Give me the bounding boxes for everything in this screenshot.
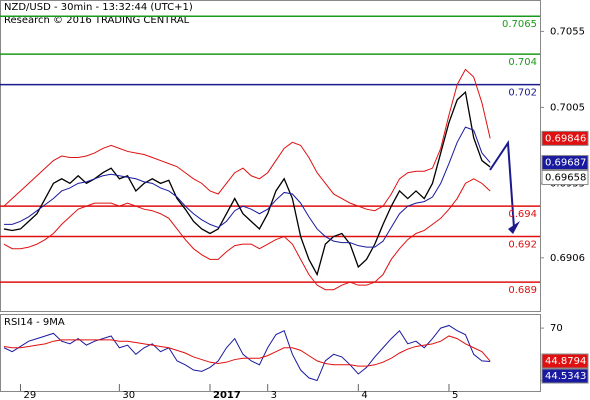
price-box-label: 44.5343 [545, 371, 586, 382]
series-line [3, 90, 491, 277]
price-box-label: 0.69658 [545, 173, 586, 184]
price-box-label: 0.69687 [545, 158, 586, 169]
x-tick-label: 4 [361, 390, 367, 400]
chart-subtitle: Research © 2016 TRADING CENTRAL [4, 15, 190, 26]
y-tick-label: 0.7005 [550, 102, 585, 113]
price-box [541, 353, 589, 369]
y-tick-label: 0.6906 [550, 253, 585, 264]
price-box-label: 44.8794 [545, 356, 586, 367]
projection-arrow [489, 140, 515, 229]
chart-title: NZD/USD - 30min - 13:32:44 (UTC+1) [4, 2, 193, 13]
rsi-frame [0, 314, 541, 392]
price-box [541, 155, 589, 171]
x-tick-label: 5 [452, 390, 458, 400]
x-tick-label: 29 [23, 390, 36, 400]
price-box [541, 170, 589, 186]
series-line [4, 126, 491, 248]
price-box [541, 130, 589, 146]
x-tick-label: 2017 [213, 390, 241, 400]
y-tick-label: 0.7055 [550, 26, 585, 37]
level-label: 0.689 [508, 285, 537, 296]
price-box [541, 368, 589, 384]
level-label: 0.694 [508, 209, 537, 220]
arrow-head [508, 221, 520, 234]
level-label: 0.7065 [502, 19, 537, 30]
level-label: 0.704 [508, 57, 537, 68]
series-line [3, 178, 491, 291]
level-label: 0.692 [508, 240, 537, 251]
x-tick-label: 30 [122, 390, 135, 400]
price-box-label: 0.69846 [545, 133, 586, 144]
series-line [3, 68, 491, 212]
price-frame [0, 0, 541, 312]
series-line [3, 324, 491, 382]
x-tick-label: 3 [271, 390, 277, 400]
rsi-title: RSI14 - 9MA [4, 317, 65, 328]
series-line [3, 335, 491, 367]
level-label: 0.702 [508, 88, 537, 99]
y-tick-label: 70 [550, 323, 563, 334]
